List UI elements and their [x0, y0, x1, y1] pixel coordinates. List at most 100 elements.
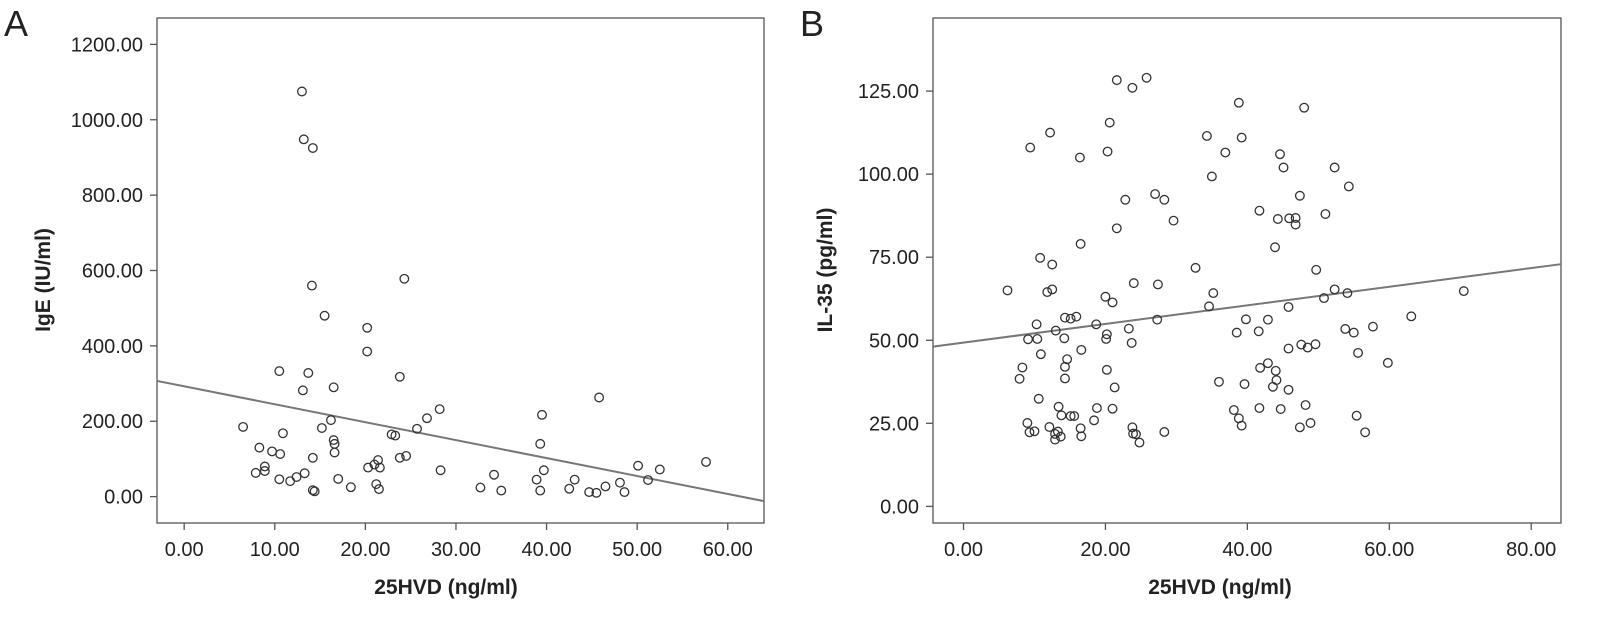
data-point-b-127: [1134, 437, 1145, 448]
data-point-a-64: [535, 485, 546, 496]
y-tick-label-b-1: 25.00: [869, 413, 919, 435]
data-point-a-11: [328, 382, 339, 393]
data-point-b-12: [1275, 149, 1285, 160]
data-point-a-45: [250, 467, 261, 478]
data-point-b-71: [1126, 337, 1137, 348]
data-point-b-86: [1060, 361, 1070, 372]
data-point-b-80: [1382, 357, 1393, 368]
data-point-a-33: [394, 452, 405, 463]
y-tick-labels-b: 0.00 25.00 50.00 75.00 100.00 125.00: [858, 81, 933, 518]
data-point-b-60: [1340, 324, 1351, 334]
data-point-a-5: [319, 310, 330, 321]
data-point-b-0: [1141, 72, 1152, 83]
data-point-b-58: [1091, 319, 1102, 330]
data-point-b-46: [1100, 291, 1111, 302]
data-point-a-59: [475, 482, 486, 493]
data-point-a-63: [496, 485, 507, 496]
fit-line-a: [156, 379, 765, 503]
data-point-b-103: [1056, 410, 1067, 421]
data-point-b-26: [1284, 213, 1295, 224]
data-point-a-10: [394, 371, 405, 382]
y-tick-label-b-4: 100.00: [858, 164, 919, 186]
data-point-a-48: [291, 472, 302, 482]
data-point-a-29: [329, 447, 340, 458]
data-point-b-70: [1059, 333, 1070, 344]
data-point-a-0: [297, 86, 307, 97]
data-point-b-25: [1290, 213, 1301, 223]
data-point-b-102: [1275, 404, 1286, 414]
data-point-b-21: [1120, 194, 1131, 205]
fit-line-b: [932, 263, 1562, 348]
x-axis-label-a: 25HVD (ng/ml): [374, 576, 518, 599]
data-point-a-52: [569, 474, 580, 485]
data-point-b-30: [1075, 238, 1086, 249]
data-point-b-89: [1214, 376, 1224, 387]
data-point-b-13: [1074, 152, 1085, 163]
data-point-b-35: [1190, 262, 1201, 273]
x-tick-label-a-5: 50.00: [612, 539, 662, 561]
x-tick-label-a-3: 30.00: [431, 539, 481, 561]
data-point-b-92: [1267, 381, 1278, 392]
data-point-b-49: [1283, 302, 1294, 312]
data-point-b-61: [1123, 323, 1134, 334]
data-point-b-6: [1045, 127, 1056, 138]
data-point-b-74: [1302, 342, 1313, 353]
data-point-a-44: [259, 466, 270, 476]
data-point-a-47: [489, 469, 499, 480]
y-tick-label-a-1: 200.00: [82, 411, 143, 433]
data-point-b-123: [1128, 428, 1139, 439]
x-tick-label-b-4: 80.00: [1506, 539, 1556, 561]
x-tick-labels-a: 0.00 10.00 20.00 30.00 40.00 50.00 60.00: [165, 523, 753, 561]
data-point-b-115: [1075, 423, 1086, 434]
y-tick-labels-a: 0.00 200.00 400.00 600.00 800.00 1000.00 1200.…: [71, 34, 157, 509]
data-point-b-39: [1047, 284, 1058, 295]
data-point-b-41: [1458, 286, 1469, 297]
data-point-b-52: [1060, 312, 1070, 323]
data-point-b-67: [1101, 333, 1112, 344]
data-point-b-64: [1253, 326, 1264, 337]
data-point-b-43: [1208, 288, 1219, 299]
data-point-a-68: [591, 487, 602, 498]
data-point-b-109: [1022, 418, 1033, 428]
data-point-a-39: [363, 462, 374, 473]
y-tick-label-a-6: 1200.00: [71, 34, 143, 56]
data-point-b-47: [1107, 297, 1118, 308]
data-point-b-19: [1294, 190, 1305, 201]
data-point-b-24: [1272, 214, 1283, 224]
data-point-b-88: [1014, 373, 1025, 384]
y-tick-label-b-3: 75.00: [869, 247, 919, 269]
data-point-b-1: [1111, 75, 1122, 86]
data-point-b-15: [1278, 162, 1289, 173]
data-point-a-51: [531, 474, 542, 485]
data-point-b-40: [1329, 284, 1340, 295]
data-point-a-26: [535, 438, 546, 449]
data-point-b-113: [1044, 422, 1055, 432]
data-point-b-81: [1262, 358, 1273, 369]
data-point-b-20: [1159, 194, 1170, 205]
data-point-b-23: [1320, 209, 1331, 219]
data-point-b-82: [1255, 362, 1266, 373]
data-point-a-65: [309, 486, 320, 497]
data-point-b-116: [1029, 426, 1040, 437]
data-point-a-37: [633, 460, 644, 471]
data-point-b-7: [1201, 130, 1212, 141]
data-point-b-29: [1111, 223, 1122, 234]
data-point-a-14: [434, 404, 445, 415]
data-point-a-42: [435, 465, 446, 476]
data-point-a-56: [371, 479, 382, 490]
data-point-a-8: [274, 366, 285, 377]
data-point-a-60: [564, 483, 575, 494]
data-point-b-120: [1024, 427, 1035, 438]
data-point-a-32: [307, 452, 318, 463]
data-point-b-22: [1254, 205, 1265, 216]
data-point-b-8: [1236, 132, 1247, 143]
y-tick-label-b-0: 0.00: [880, 496, 919, 518]
x-tick-label-b-2: 40.00: [1222, 539, 1272, 561]
data-point-b-87: [1060, 373, 1070, 384]
data-point-b-111: [1236, 420, 1247, 431]
data-point-b-126: [1050, 434, 1061, 445]
data-point-a-4: [306, 280, 317, 291]
data-point-b-10: [1220, 147, 1231, 158]
data-point-b-96: [1300, 400, 1311, 411]
